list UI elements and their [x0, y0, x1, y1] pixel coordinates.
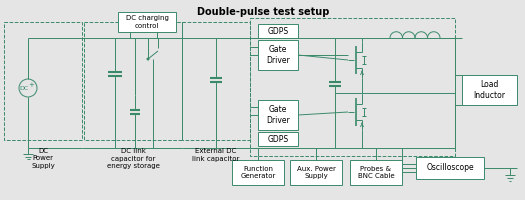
Text: DC charging
control: DC charging control	[125, 15, 169, 29]
Circle shape	[146, 58, 150, 60]
Bar	[416, 157, 484, 179]
Bar	[182, 22, 250, 140]
Text: DC: DC	[19, 86, 29, 92]
Bar	[290, 160, 342, 185]
Text: DC link
capacitor for
energy storage: DC link capacitor for energy storage	[107, 148, 160, 169]
Text: Load
Inductor: Load Inductor	[474, 80, 506, 100]
Text: Gate
Driver: Gate Driver	[266, 45, 290, 65]
Text: Aux. Power
Supply: Aux. Power Supply	[297, 166, 335, 179]
Text: GDPS: GDPS	[267, 134, 289, 144]
Bar	[4, 22, 82, 140]
Text: GDPS: GDPS	[267, 26, 289, 36]
Text: External DC
link capacitor: External DC link capacitor	[192, 148, 240, 162]
Text: +: +	[28, 82, 34, 88]
Bar	[258, 40, 298, 70]
Bar	[250, 18, 455, 156]
Text: DC
Power
Supply: DC Power Supply	[31, 148, 55, 169]
Text: Function
Generator: Function Generator	[240, 166, 276, 179]
Text: Probes &
BNC Cable: Probes & BNC Cable	[358, 166, 394, 179]
Bar	[84, 22, 182, 140]
Bar	[350, 160, 402, 185]
Text: Gate
Driver: Gate Driver	[266, 105, 290, 125]
Bar	[462, 75, 517, 105]
Bar	[258, 24, 298, 38]
Bar	[258, 100, 298, 130]
Text: Double-pulse test setup: Double-pulse test setup	[197, 7, 329, 17]
Text: Oscilloscope: Oscilloscope	[426, 164, 474, 172]
Bar	[258, 132, 298, 146]
Bar	[118, 12, 176, 32]
Bar	[232, 160, 284, 185]
